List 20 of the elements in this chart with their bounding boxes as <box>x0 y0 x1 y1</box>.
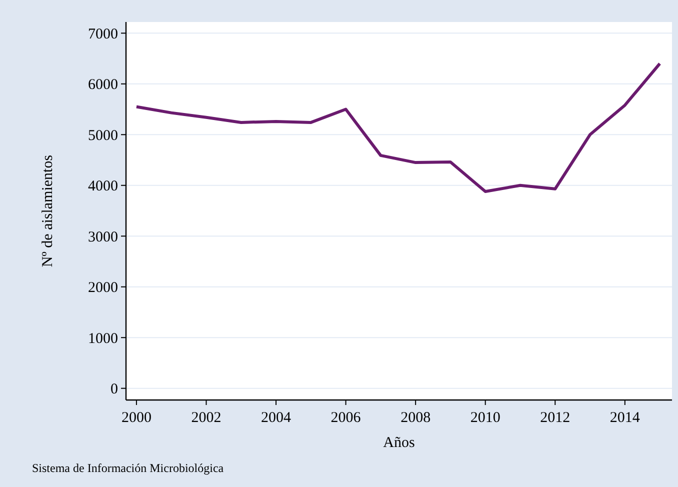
x-tick-label: 2010 <box>470 410 500 426</box>
line-series <box>134 62 662 193</box>
x-tick-label: 2004 <box>261 410 292 426</box>
y-tick-label: 2000 <box>88 280 118 296</box>
y-tick-label: 4000 <box>88 178 118 195</box>
x-tick-label: 2014 <box>610 410 640 426</box>
y-tick-label: 5000 <box>88 128 118 144</box>
x-tick-label: 2008 <box>400 410 431 426</box>
x-axis-title: Años <box>383 435 415 451</box>
x-tick-label: 2006 <box>330 410 362 426</box>
y-tick-label: 3000 <box>88 229 118 246</box>
x-tick-label: 2002 <box>191 410 222 426</box>
text: Sistema de Información Microbiológica <box>32 461 224 475</box>
y-tick-label: 7000 <box>88 26 118 42</box>
x-tick-label: 2000 <box>121 410 152 426</box>
y-tick-label: 0 <box>110 382 118 398</box>
y-tick-label: 1000 <box>88 330 118 347</box>
x-tick-label: 2012 <box>540 410 570 426</box>
y-axis-title: Nº de aislamientos <box>40 154 56 268</box>
y-tick-label: 6000 <box>88 77 118 94</box>
